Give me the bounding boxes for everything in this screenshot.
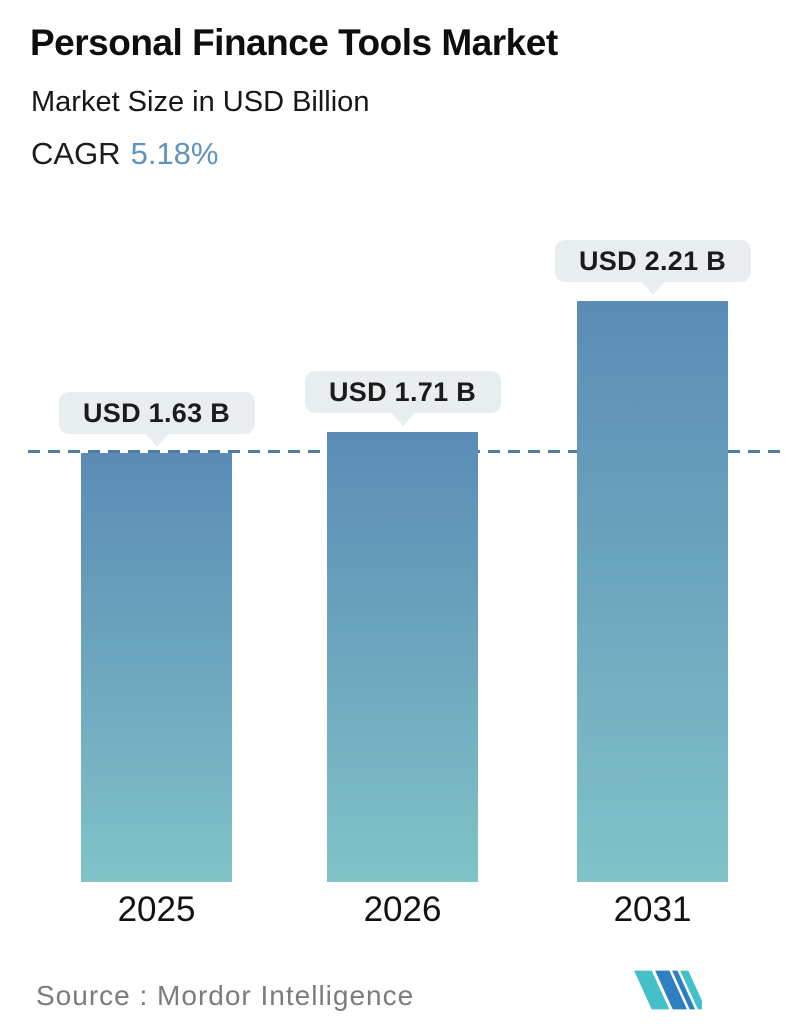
callout-tail-icon xyxy=(389,411,416,426)
chart-subtitle: Market Size in USD Billion xyxy=(31,86,370,118)
bar-2026 xyxy=(327,432,478,882)
bar-group-2026: USD 1.71 B 2026 xyxy=(304,0,501,1034)
logo-blue-main-stroke xyxy=(655,970,687,1010)
value-callout-2031: USD 2.21 B xyxy=(554,240,751,295)
bar-2031 xyxy=(577,301,728,882)
bar-2025 xyxy=(81,453,232,882)
mordor-intelligence-logo-icon xyxy=(634,970,702,1010)
cagr-label: CAGR xyxy=(31,136,121,171)
axis-label-2026: 2026 xyxy=(363,890,442,929)
callout-tail-icon xyxy=(639,280,666,295)
cagr-line: CAGR 5.18% xyxy=(31,136,218,172)
value-label-2031: USD 2.21 B xyxy=(578,246,727,276)
bar-group-2025: USD 1.63 B 2025 xyxy=(58,0,255,1034)
axis-label-2031: 2031 xyxy=(613,890,692,929)
bar-group-2031: USD 2.21 B 2031 xyxy=(554,0,751,1034)
logo-blue-right-stroke xyxy=(672,970,696,1010)
axis-label-2025: 2025 xyxy=(117,890,196,929)
value-label-2026: USD 1.71 B xyxy=(328,377,477,407)
logo-teal-right-stroke xyxy=(680,970,702,1010)
cagr-value: 5.18% xyxy=(130,136,219,171)
value-callout-2025: USD 1.63 B xyxy=(58,392,255,447)
page-title: Personal Finance Tools Market xyxy=(30,22,558,63)
logo-teal-left-stroke xyxy=(634,970,670,1010)
source-text: Source : Mordor Intelligence xyxy=(36,980,415,1011)
callout-tail-icon xyxy=(143,432,170,447)
value-callout-2026: USD 1.71 B xyxy=(304,371,501,426)
value-label-2025: USD 1.63 B xyxy=(82,398,231,428)
